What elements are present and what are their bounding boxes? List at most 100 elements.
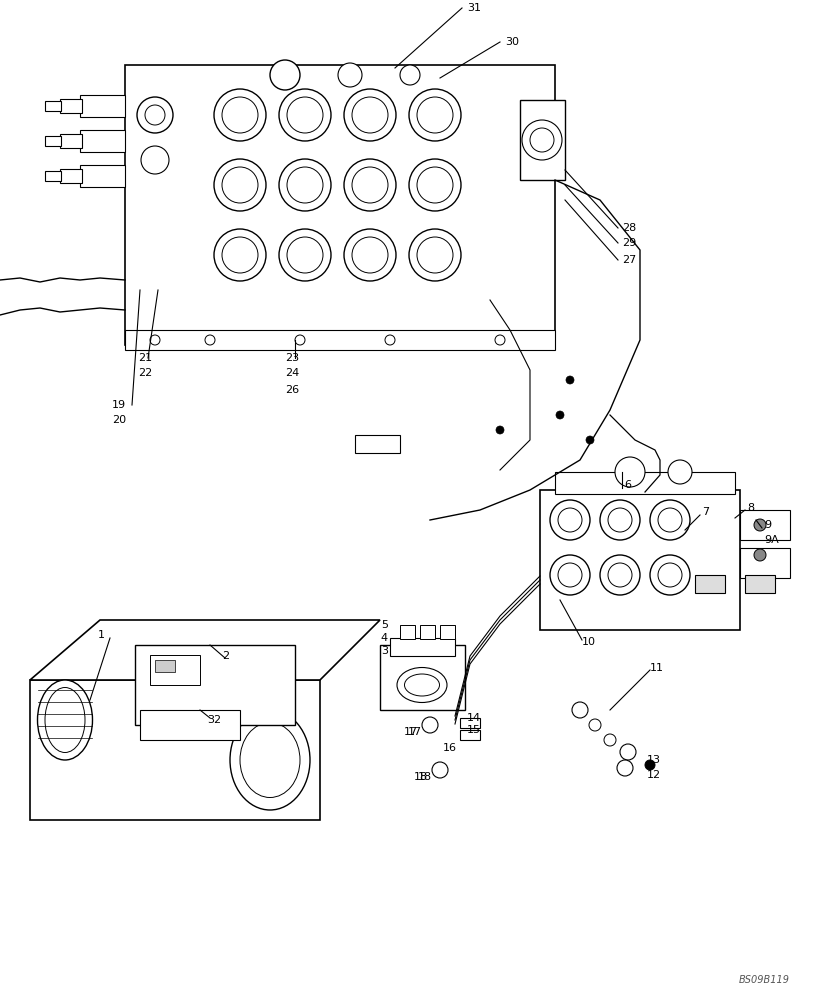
Text: 21: 21 (138, 353, 152, 363)
Circle shape (337, 63, 361, 87)
Text: 32: 32 (206, 715, 221, 725)
Circle shape (550, 500, 590, 540)
Text: 18: 18 (418, 772, 432, 782)
Circle shape (222, 97, 258, 133)
Text: 29: 29 (622, 238, 636, 248)
Circle shape (205, 335, 215, 345)
Text: 13: 13 (646, 755, 660, 765)
Circle shape (344, 229, 396, 281)
Bar (419, 625, 434, 639)
Circle shape (753, 519, 765, 531)
Circle shape (351, 237, 387, 273)
Text: 19: 19 (112, 400, 126, 410)
Bar (60, 99, 82, 113)
Bar (60, 134, 82, 148)
Circle shape (150, 335, 160, 345)
Bar (739, 548, 789, 578)
Text: 3: 3 (381, 646, 387, 656)
Circle shape (616, 760, 632, 776)
Text: 27: 27 (622, 255, 636, 265)
Circle shape (351, 167, 387, 203)
Circle shape (753, 549, 765, 561)
Bar (135, 645, 295, 725)
Circle shape (557, 563, 581, 587)
Bar (150, 655, 200, 685)
Text: 6: 6 (623, 480, 631, 490)
Circle shape (417, 97, 452, 133)
Text: 26: 26 (285, 385, 299, 395)
Circle shape (222, 167, 258, 203)
Circle shape (137, 97, 173, 133)
Circle shape (222, 237, 258, 273)
Bar (45, 136, 61, 146)
Ellipse shape (45, 688, 85, 752)
Text: 4: 4 (380, 633, 387, 643)
Ellipse shape (38, 680, 93, 760)
Text: 16: 16 (442, 743, 456, 753)
Bar (400, 625, 414, 639)
Circle shape (529, 128, 554, 152)
Text: 17: 17 (404, 727, 418, 737)
Bar (45, 101, 61, 111)
Circle shape (432, 762, 447, 778)
Circle shape (550, 555, 590, 595)
Circle shape (657, 563, 681, 587)
Text: 24: 24 (285, 368, 299, 378)
Bar (45, 171, 61, 181)
Circle shape (495, 335, 505, 345)
Bar (744, 575, 774, 593)
Circle shape (417, 167, 452, 203)
Circle shape (495, 426, 504, 434)
Circle shape (649, 500, 689, 540)
Circle shape (278, 229, 331, 281)
Circle shape (417, 237, 452, 273)
Text: 15: 15 (467, 725, 481, 735)
Circle shape (557, 508, 581, 532)
Bar (554, 472, 734, 494)
Circle shape (619, 744, 636, 760)
Circle shape (565, 376, 573, 384)
Bar (30, 680, 319, 820)
Bar (80, 95, 124, 117)
Circle shape (287, 167, 323, 203)
Bar (540, 490, 739, 630)
Bar (459, 718, 479, 728)
Polygon shape (30, 620, 379, 680)
Text: 7: 7 (701, 507, 708, 517)
Text: 31: 31 (467, 3, 481, 13)
Circle shape (555, 411, 563, 419)
Circle shape (607, 563, 631, 587)
Text: BS09B119: BS09B119 (738, 975, 789, 985)
Bar (459, 730, 479, 740)
Text: 5: 5 (381, 620, 387, 630)
Circle shape (145, 105, 165, 125)
Bar (155, 660, 174, 672)
Text: 10: 10 (581, 637, 595, 647)
Text: 28: 28 (622, 223, 636, 233)
Circle shape (409, 159, 460, 211)
Text: 12: 12 (646, 770, 660, 780)
Circle shape (278, 159, 331, 211)
Circle shape (214, 229, 265, 281)
Bar (60, 169, 82, 183)
Circle shape (385, 335, 395, 345)
Text: 22: 22 (138, 368, 152, 378)
Circle shape (614, 457, 645, 487)
Bar (140, 710, 240, 740)
Circle shape (522, 120, 561, 160)
Circle shape (141, 146, 169, 174)
Circle shape (422, 717, 437, 733)
Circle shape (657, 508, 681, 532)
Circle shape (600, 555, 639, 595)
Circle shape (588, 719, 600, 731)
Circle shape (667, 460, 691, 484)
Bar (80, 130, 124, 152)
Circle shape (586, 436, 593, 444)
Circle shape (645, 760, 654, 770)
Circle shape (287, 97, 323, 133)
Bar (695, 575, 724, 593)
Circle shape (400, 65, 419, 85)
Text: 1: 1 (98, 630, 105, 640)
Bar (124, 65, 554, 345)
Text: 9: 9 (763, 520, 770, 530)
